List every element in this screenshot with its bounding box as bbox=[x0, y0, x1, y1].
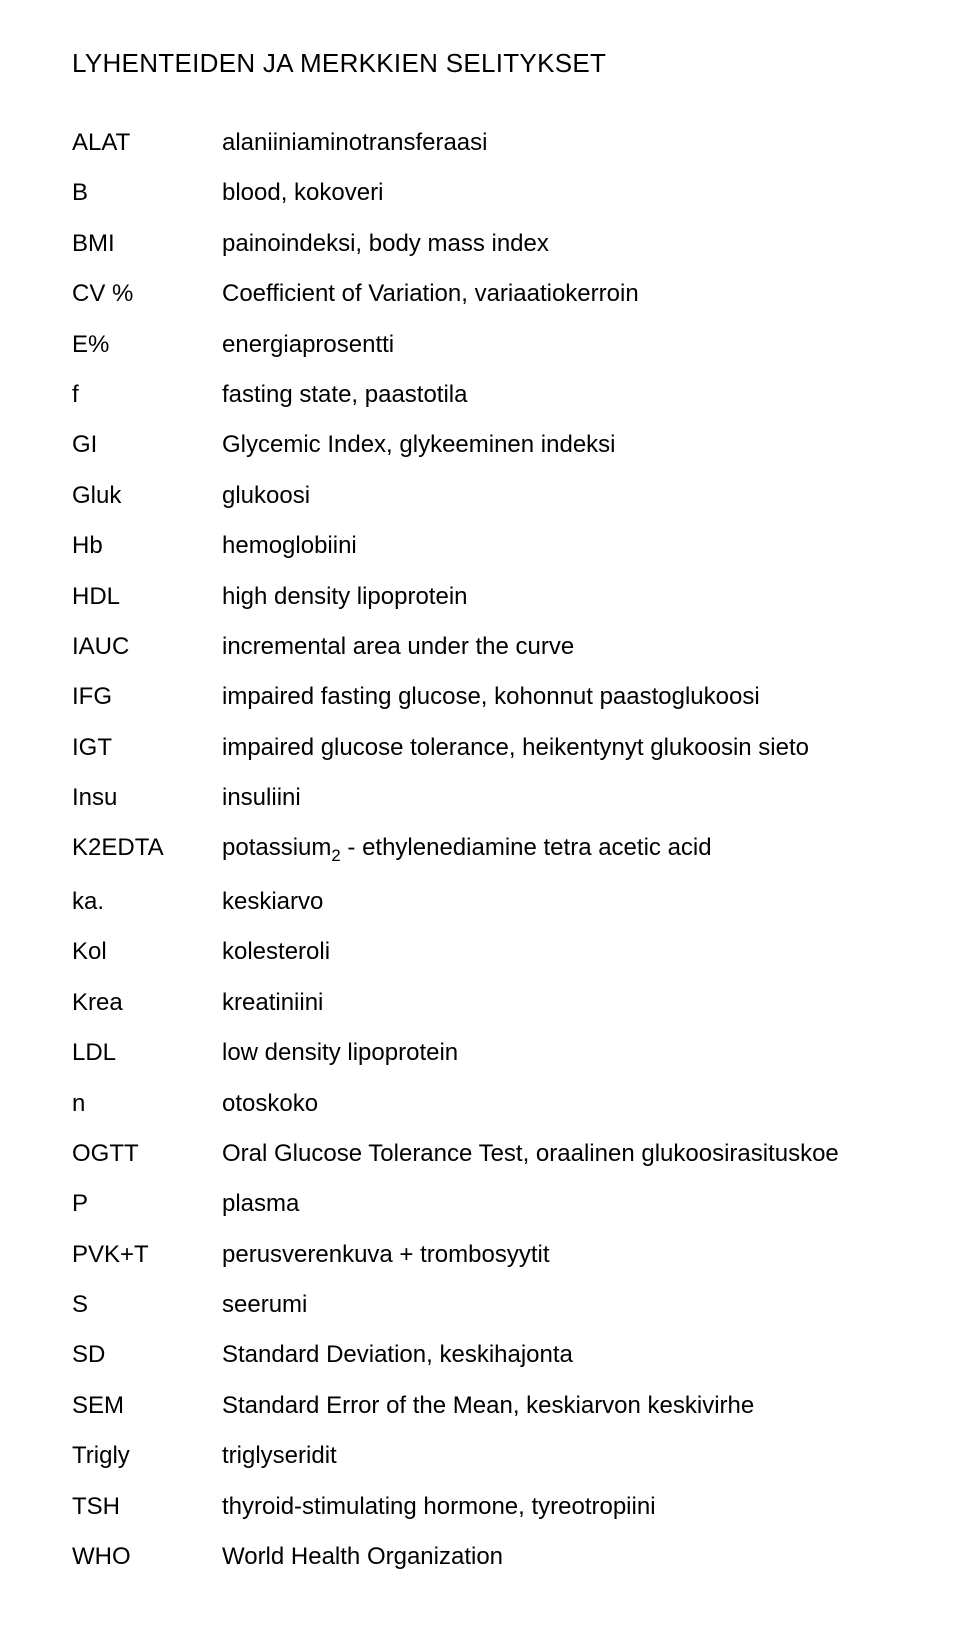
abbr-term: TSH bbox=[72, 1491, 222, 1523]
abbr-definition: hemoglobiini bbox=[222, 530, 888, 562]
abbr-row: OGTTOral Glucose Tolerance Test, oraalin… bbox=[72, 1138, 888, 1170]
page-title: LYHENTEIDEN JA MERKKIEN SELITYKSET bbox=[72, 48, 888, 79]
abbr-definition: painoindeksi, body mass index bbox=[222, 228, 888, 260]
abbr-row: Hbhemoglobiini bbox=[72, 530, 888, 562]
abbr-row: Sseerumi bbox=[72, 1289, 888, 1321]
abbreviation-list: ALATalaniiniaminotransferaasiBblood, kok… bbox=[72, 127, 888, 1573]
abbr-row: IAUCincremental area under the curve bbox=[72, 631, 888, 663]
abbr-definition: kreatiniini bbox=[222, 987, 888, 1019]
abbr-term: f bbox=[72, 379, 222, 411]
abbr-term: IAUC bbox=[72, 631, 222, 663]
abbr-row: SDStandard Deviation, keskihajonta bbox=[72, 1339, 888, 1371]
abbr-term: SEM bbox=[72, 1390, 222, 1422]
abbr-term: BMI bbox=[72, 228, 222, 260]
abbr-definition: triglyseridit bbox=[222, 1440, 888, 1472]
abbr-row: IGTimpaired glucose tolerance, heikentyn… bbox=[72, 732, 888, 764]
abbr-definition: Glycemic Index, glykeeminen indeksi bbox=[222, 429, 888, 461]
abbr-term: E% bbox=[72, 329, 222, 361]
abbr-row: IFGimpaired fasting glucose, kohonnut pa… bbox=[72, 681, 888, 713]
abbr-term: Trigly bbox=[72, 1440, 222, 1472]
abbr-definition: Standard Error of the Mean, keskiarvon k… bbox=[222, 1390, 888, 1422]
abbr-row: K2EDTApotassium2 - ethylenediamine tetra… bbox=[72, 832, 888, 867]
abbr-term: HDL bbox=[72, 581, 222, 613]
abbr-row: BMIpainoindeksi, body mass index bbox=[72, 228, 888, 260]
def-suffix: - ethylenediamine tetra acetic acid bbox=[341, 834, 712, 861]
abbr-definition: potassium2 - ethylenediamine tetra aceti… bbox=[222, 832, 888, 867]
abbr-term: CV % bbox=[72, 278, 222, 310]
abbr-row: PVK+Tperusverenkuva + trombosyytit bbox=[72, 1239, 888, 1271]
abbr-term: IFG bbox=[72, 681, 222, 713]
abbr-row: Kreakreatiniini bbox=[72, 987, 888, 1019]
abbr-definition: thyroid-stimulating hormone, tyreotropii… bbox=[222, 1491, 888, 1523]
abbr-row: WHOWorld Health Organization bbox=[72, 1541, 888, 1573]
abbr-definition: insuliini bbox=[222, 782, 888, 814]
abbr-term: n bbox=[72, 1088, 222, 1120]
abbr-term: LDL bbox=[72, 1037, 222, 1069]
abbr-definition: Oral Glucose Tolerance Test, oraalinen g… bbox=[222, 1138, 888, 1170]
def-prefix: potassium bbox=[222, 834, 331, 861]
abbr-row: Bblood, kokoveri bbox=[72, 177, 888, 209]
abbr-definition: high density lipoprotein bbox=[222, 581, 888, 613]
abbr-term: Insu bbox=[72, 782, 222, 814]
abbr-definition: keskiarvo bbox=[222, 886, 888, 918]
abbr-row: notoskoko bbox=[72, 1088, 888, 1120]
abbr-definition: alaniiniaminotransferaasi bbox=[222, 127, 888, 159]
abbr-row: HDLhigh density lipoprotein bbox=[72, 581, 888, 613]
abbr-term: Kol bbox=[72, 936, 222, 968]
abbr-term: Krea bbox=[72, 987, 222, 1019]
abbr-definition: low density lipoprotein bbox=[222, 1037, 888, 1069]
abbr-definition: World Health Organization bbox=[222, 1541, 888, 1573]
abbr-row: E%energiaprosentti bbox=[72, 329, 888, 361]
abbr-row: SEMStandard Error of the Mean, keskiarvo… bbox=[72, 1390, 888, 1422]
abbr-term: K2EDTA bbox=[72, 832, 222, 864]
abbr-term: IGT bbox=[72, 732, 222, 764]
abbr-term: ka. bbox=[72, 886, 222, 918]
abbr-term: B bbox=[72, 177, 222, 209]
abbr-term: ALAT bbox=[72, 127, 222, 159]
abbr-definition: glukoosi bbox=[222, 480, 888, 512]
abbr-term: OGTT bbox=[72, 1138, 222, 1170]
abbr-term: P bbox=[72, 1188, 222, 1220]
page: LYHENTEIDEN JA MERKKIEN SELITYKSET ALATa… bbox=[0, 0, 960, 1639]
abbr-term: Hb bbox=[72, 530, 222, 562]
abbr-definition: seerumi bbox=[222, 1289, 888, 1321]
abbr-definition: energiaprosentti bbox=[222, 329, 888, 361]
abbr-row: GIGlycemic Index, glykeeminen indeksi bbox=[72, 429, 888, 461]
abbr-row: Insuinsuliini bbox=[72, 782, 888, 814]
abbr-row: Pplasma bbox=[72, 1188, 888, 1220]
abbr-definition: impaired fasting glucose, kohonnut paast… bbox=[222, 681, 888, 713]
abbr-row: Kolkolesteroli bbox=[72, 936, 888, 968]
abbr-term: S bbox=[72, 1289, 222, 1321]
abbr-definition: plasma bbox=[222, 1188, 888, 1220]
abbr-row: ffasting state, paastotila bbox=[72, 379, 888, 411]
abbr-definition: perusverenkuva + trombosyytit bbox=[222, 1239, 888, 1271]
abbr-term: SD bbox=[72, 1339, 222, 1371]
abbr-definition: kolesteroli bbox=[222, 936, 888, 968]
def-subscript: 2 bbox=[331, 846, 340, 865]
abbr-row: Glukglukoosi bbox=[72, 480, 888, 512]
abbr-term: Gluk bbox=[72, 480, 222, 512]
abbr-definition: blood, kokoveri bbox=[222, 177, 888, 209]
abbr-term: PVK+T bbox=[72, 1239, 222, 1271]
abbr-term: WHO bbox=[72, 1541, 222, 1573]
abbr-definition: incremental area under the curve bbox=[222, 631, 888, 663]
abbr-row: CV %Coefficient of Variation, variaatiok… bbox=[72, 278, 888, 310]
abbr-term: GI bbox=[72, 429, 222, 461]
abbr-definition: otoskoko bbox=[222, 1088, 888, 1120]
abbr-row: LDLlow density lipoprotein bbox=[72, 1037, 888, 1069]
abbr-row: ka.keskiarvo bbox=[72, 886, 888, 918]
abbr-definition: Coefficient of Variation, variaatiokerro… bbox=[222, 278, 888, 310]
abbr-row: Triglytriglyseridit bbox=[72, 1440, 888, 1472]
abbr-definition: impaired glucose tolerance, heikentynyt … bbox=[222, 732, 888, 764]
abbr-row: TSHthyroid-stimulating hormone, tyreotro… bbox=[72, 1491, 888, 1523]
abbr-row: ALATalaniiniaminotransferaasi bbox=[72, 127, 888, 159]
abbr-definition: Standard Deviation, keskihajonta bbox=[222, 1339, 888, 1371]
abbr-definition: fasting state, paastotila bbox=[222, 379, 888, 411]
